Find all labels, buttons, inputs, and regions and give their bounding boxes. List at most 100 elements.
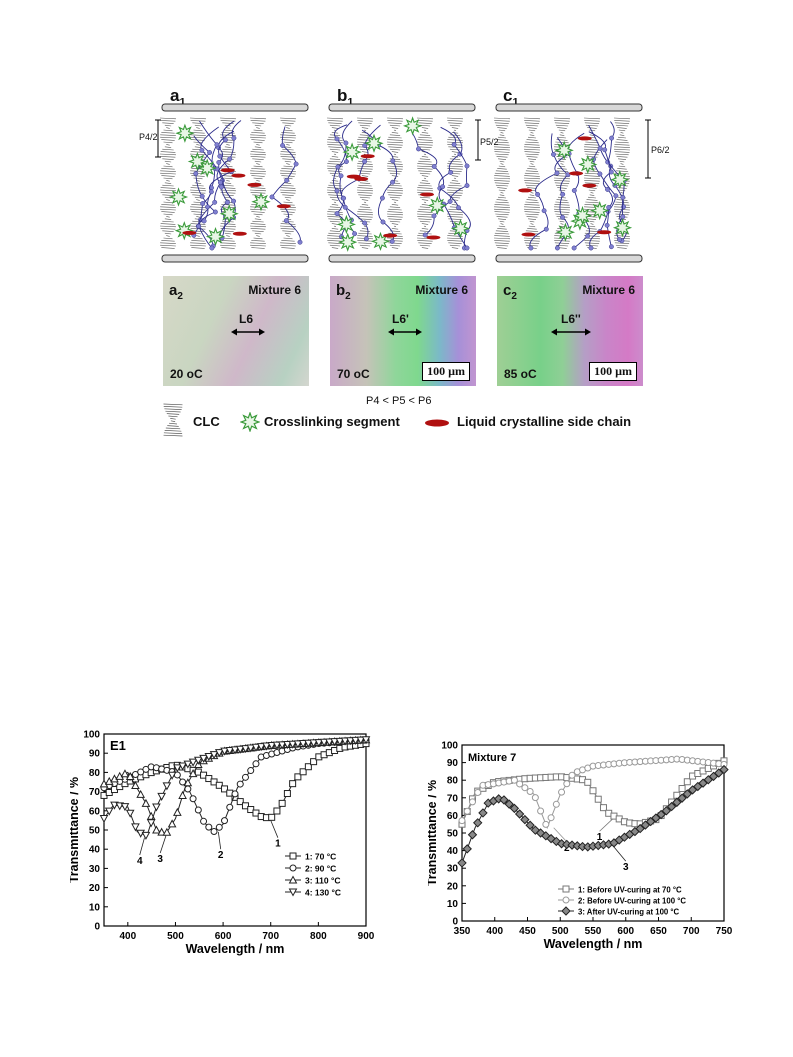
data-point — [677, 793, 687, 803]
clc-hatch-mark — [359, 148, 371, 151]
chain-node — [390, 179, 396, 185]
micrograph-mixture-b2: Mixture 6 — [415, 283, 468, 297]
clc-hatch-mark — [251, 247, 265, 249]
chain-node — [212, 209, 218, 215]
chain-node — [341, 195, 347, 201]
crosslink-star-icon — [338, 232, 358, 252]
clc-hatch-mark — [190, 206, 206, 208]
clc-hatch-mark — [419, 196, 431, 199]
clc-hatch-mark — [220, 151, 236, 153]
clc-hatch-mark — [526, 216, 538, 218]
clc-hatch-mark — [329, 124, 341, 127]
chain-node — [217, 180, 223, 185]
clc-hatch-mark — [223, 165, 233, 168]
chain-node — [342, 204, 348, 210]
clc-hatch-mark — [250, 223, 266, 225]
clc-hatch-mark — [448, 194, 462, 196]
x-tick-label: 600 — [617, 926, 634, 937]
clc-hatch-mark — [585, 141, 599, 144]
clc-hatch-mark — [356, 117, 374, 120]
clc-hatch-mark — [524, 148, 540, 151]
clc-hatch-mark — [282, 148, 294, 151]
clc-hatch-mark — [527, 127, 537, 129]
data-point — [666, 801, 677, 812]
clc-hatch-mark — [556, 139, 568, 141]
clc-hatch-mark — [554, 242, 570, 244]
chain-node — [199, 147, 205, 153]
clc-hatch-mark — [161, 139, 175, 141]
clc-hatch-mark — [393, 153, 397, 156]
x-tick-label: 400 — [119, 931, 136, 942]
chain-node — [293, 161, 299, 167]
clc-hatch-mark — [250, 136, 266, 139]
clc-hatch-mark — [191, 247, 205, 249]
y-tick-label: 50 — [89, 826, 101, 837]
chain-node — [212, 199, 218, 205]
clc-hatch-mark — [553, 177, 571, 180]
series-callout-label: 1 — [597, 832, 603, 843]
data-point — [719, 764, 729, 775]
clc-hatch-mark — [530, 132, 534, 134]
clc-hatch-mark — [391, 175, 399, 177]
clc-hatch-mark — [391, 204, 399, 206]
legend-entry: 4: 130 °C — [305, 888, 341, 898]
crosslink-star-icon — [187, 151, 208, 172]
clc-hatch-mark — [529, 134, 535, 136]
clc-hatch-mark — [494, 117, 511, 120]
clc-hatch-mark — [559, 160, 565, 163]
y-tick-label: 0 — [452, 917, 458, 928]
clc-hatch-mark — [499, 134, 505, 136]
clc-hatch-mark — [500, 163, 504, 165]
data-point — [558, 788, 566, 796]
clc-hatch-mark — [328, 232, 342, 235]
clc-hatch-mark — [619, 134, 625, 136]
clc-hatch-mark — [558, 189, 566, 192]
clc-hatch-mark — [585, 124, 599, 127]
clc-hatch-mark — [361, 247, 369, 249]
clc-hatch-mark — [524, 151, 540, 153]
clc-hatch-mark — [359, 134, 371, 136]
clc-hatch-mark — [583, 177, 601, 180]
clc-hatch-mark — [387, 139, 403, 141]
chain-node — [205, 204, 210, 210]
clc-hatch-mark — [280, 170, 296, 172]
clc-hatch-mark — [495, 213, 509, 216]
x-tick-label: 400 — [486, 926, 503, 937]
clc-hatch-mark — [555, 213, 569, 216]
clc-hatch-mark — [529, 160, 535, 163]
clc-hatch-mark — [160, 170, 176, 172]
x-tick-label: 450 — [519, 926, 536, 937]
clc-hatch-mark — [614, 146, 630, 148]
clc-hatch-mark — [497, 136, 507, 139]
clc-hatch-mark — [162, 220, 174, 223]
clc-hatch-mark — [357, 163, 373, 165]
clc-hatch-mark — [618, 165, 626, 168]
data-point — [345, 737, 355, 746]
clc-hatch-mark — [387, 187, 403, 189]
clc-hatch-mark — [494, 148, 510, 151]
clc-hatch-mark — [499, 220, 505, 223]
double-arrow-icon — [231, 328, 265, 336]
clc-hatch-mark — [555, 244, 569, 247]
clc-hatch-mark — [254, 232, 262, 235]
clc-hatch-mark — [495, 244, 509, 247]
clc-hatch-mark — [498, 165, 506, 168]
clc-hatch-mark — [356, 189, 374, 192]
schematic-panel-c1 — [494, 103, 643, 263]
clc-hatch-mark — [253, 165, 263, 168]
clc-hatch-mark — [327, 240, 343, 242]
clc-hatch-mark — [387, 240, 403, 242]
data-point — [589, 787, 597, 795]
chain-node — [363, 236, 369, 242]
data-point — [136, 789, 146, 798]
clc-hatch-mark — [328, 218, 342, 220]
clc-hatch-mark — [447, 120, 463, 122]
clc-hatch-mark — [525, 141, 539, 144]
panel-title-a1: a1 — [170, 86, 186, 109]
crosslink-star-icon — [450, 218, 471, 239]
clc-hatch-mark — [393, 225, 397, 228]
clc-hatch-mark — [447, 240, 463, 242]
clc-hatch-mark — [386, 213, 404, 216]
clc-hatch-mark — [616, 139, 628, 141]
clc-hatch-mark — [283, 201, 293, 204]
